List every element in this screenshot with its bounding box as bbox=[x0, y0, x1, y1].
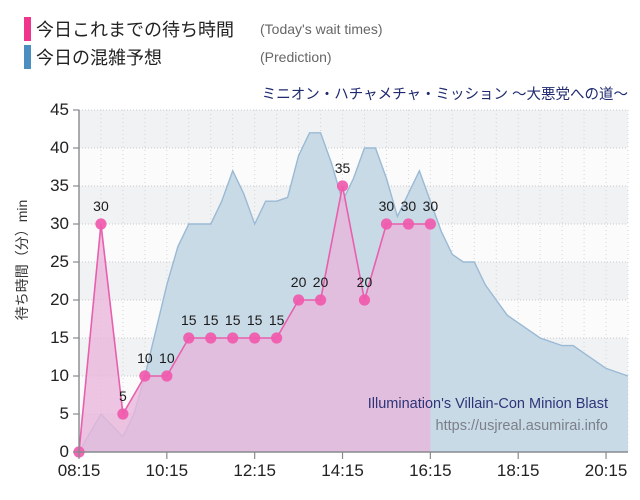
y-tick-label: 15 bbox=[50, 328, 69, 347]
y-tick-label: 25 bbox=[50, 252, 69, 271]
chart-canvas bbox=[73, 109, 629, 459]
y-tick-label: 10 bbox=[50, 366, 69, 385]
legend-label-actual-jp: 今日これまでの待ち時間 bbox=[36, 20, 234, 40]
data-point-label: 30 bbox=[93, 198, 109, 214]
data-point-label: 20 bbox=[312, 274, 329, 290]
x-tick-label: 14:15 bbox=[321, 461, 364, 480]
y-tick-label: 0 bbox=[59, 442, 69, 461]
y-tick-label: 45 bbox=[50, 100, 69, 119]
watermark-url: https://usjreal.asumirai.info bbox=[435, 418, 608, 434]
watermark-attraction-name: Illumination's Villain-Con Minion Blast bbox=[367, 396, 608, 412]
data-point-label: 15 bbox=[202, 312, 219, 328]
y-tick-label: 30 bbox=[50, 214, 69, 233]
legend-item-actual: 今日これまでの待ち時間 bbox=[24, 16, 234, 42]
legend-label-actual-en: (Today's wait times) bbox=[260, 21, 383, 37]
legend-label-prediction-en: (Prediction) bbox=[260, 49, 332, 65]
data-point-label: 15 bbox=[224, 312, 241, 328]
chart-title: ミニオン・ハチャメチャ・ミッション 〜大悪党への道〜 bbox=[261, 87, 628, 103]
data-point-label: 20 bbox=[356, 274, 373, 290]
data-point-label: 15 bbox=[268, 312, 285, 328]
y-axis-title: 待ち時間（分）min bbox=[14, 199, 30, 321]
x-tick-label: 18:15 bbox=[496, 461, 540, 480]
data-point-label: 30 bbox=[378, 198, 395, 214]
y-tick-label: 5 bbox=[59, 404, 69, 423]
x-tick-label: 12:15 bbox=[233, 461, 276, 480]
data-point-label: 20 bbox=[290, 274, 307, 290]
x-tick-label: 10:15 bbox=[145, 461, 189, 480]
data-point-label: 15 bbox=[246, 312, 263, 328]
legend-label-prediction-jp: 今日の混雑予想 bbox=[36, 48, 162, 68]
data-point-label: 35 bbox=[334, 160, 351, 176]
x-tick-label: 08:15 bbox=[57, 461, 101, 480]
data-point-label: 30 bbox=[400, 198, 417, 214]
chart-legend: 今日これまでの待ち時間 (Today's wait times) 今日の混雑予想… bbox=[0, 0, 640, 76]
y-tick-label: 35 bbox=[50, 176, 69, 195]
data-point-label: 5 bbox=[119, 388, 127, 404]
y-tick-label: 40 bbox=[50, 138, 69, 157]
x-tick-label: 20:15 bbox=[584, 461, 628, 480]
y-tick-label: 20 bbox=[50, 290, 69, 309]
legend-swatch-prediction bbox=[24, 45, 31, 69]
data-point-label: 10 bbox=[137, 350, 153, 366]
data-point-label: 10 bbox=[159, 350, 175, 366]
data-point-label: 30 bbox=[422, 198, 439, 214]
data-point-label: 15 bbox=[181, 312, 197, 328]
legend-swatch-actual bbox=[24, 17, 31, 41]
x-tick-label: 16:15 bbox=[409, 461, 452, 480]
legend-item-prediction: 今日の混雑予想 bbox=[24, 44, 162, 70]
plot-area: 待ち時間（分）min 45 40 35 30 25 20 15 10 5 0 08:15 10:15 1… bbox=[0, 100, 640, 500]
